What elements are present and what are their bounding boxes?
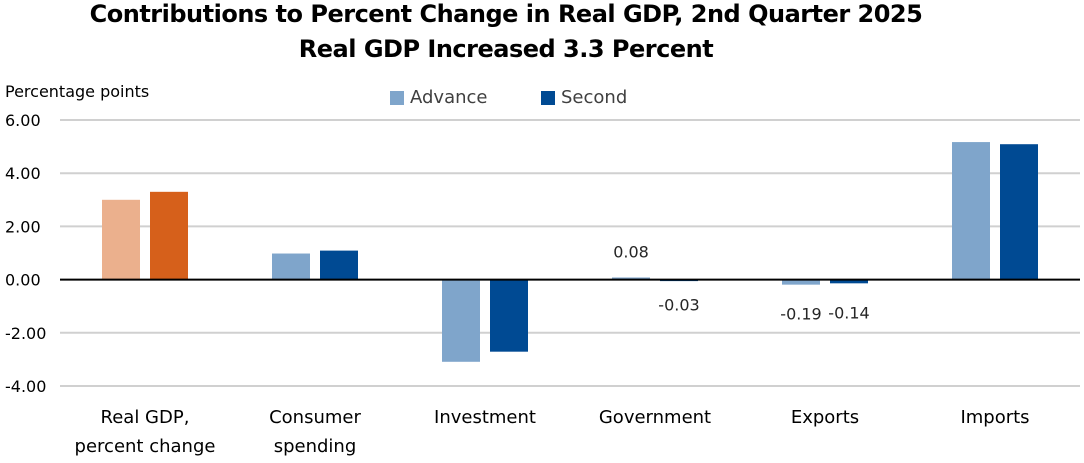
bar-advance <box>102 199 140 280</box>
y-tick-label: -4.00 <box>5 377 46 396</box>
chart-subtitle: Real GDP Increased 3.3 Percent <box>298 35 714 63</box>
legend-swatch-advance <box>390 90 404 105</box>
y-tick-label: 0.00 <box>5 271 41 290</box>
x-category-label: Investment <box>434 407 536 428</box>
x-category-label: Consumer <box>269 407 361 428</box>
bar-advance <box>612 277 650 280</box>
bar-advance <box>952 142 990 280</box>
data-label: -0.19 <box>780 305 821 324</box>
bar-advance <box>782 279 820 285</box>
x-category-label: percent change <box>75 436 216 457</box>
bar-second <box>1000 144 1038 280</box>
legend-swatch-second <box>541 90 555 105</box>
x-category-label: spending <box>274 436 357 457</box>
y-tick-label: 4.00 <box>5 164 41 183</box>
x-category-label: Government <box>599 407 711 428</box>
y-axis-label: Percentage points <box>5 82 150 101</box>
bar-advance <box>442 279 480 362</box>
legend-label-advance: Advance <box>410 87 488 108</box>
x-category-label: Exports <box>791 407 859 428</box>
legend-item-advance: Advance <box>390 87 487 108</box>
data-label: -0.14 <box>828 303 869 322</box>
y-tick-label: -2.00 <box>5 324 46 343</box>
x-category-label: Real GDP, <box>101 407 190 428</box>
chart-title: Contributions to Percent Change in Real … <box>89 0 923 28</box>
legend-label-second: Second <box>561 87 628 108</box>
bar-second <box>150 191 188 280</box>
bar-second <box>320 250 358 280</box>
data-label: 0.08 <box>613 242 649 261</box>
bar-second <box>830 279 868 284</box>
x-category-label: Imports <box>960 407 1029 428</box>
legend-item-second: Second <box>541 87 627 108</box>
data-label: -0.03 <box>658 296 699 315</box>
y-tick-label: 2.00 <box>5 217 41 236</box>
y-tick-label: 6.00 <box>5 111 41 130</box>
bar-second <box>490 279 528 352</box>
bar-advance <box>272 253 310 280</box>
